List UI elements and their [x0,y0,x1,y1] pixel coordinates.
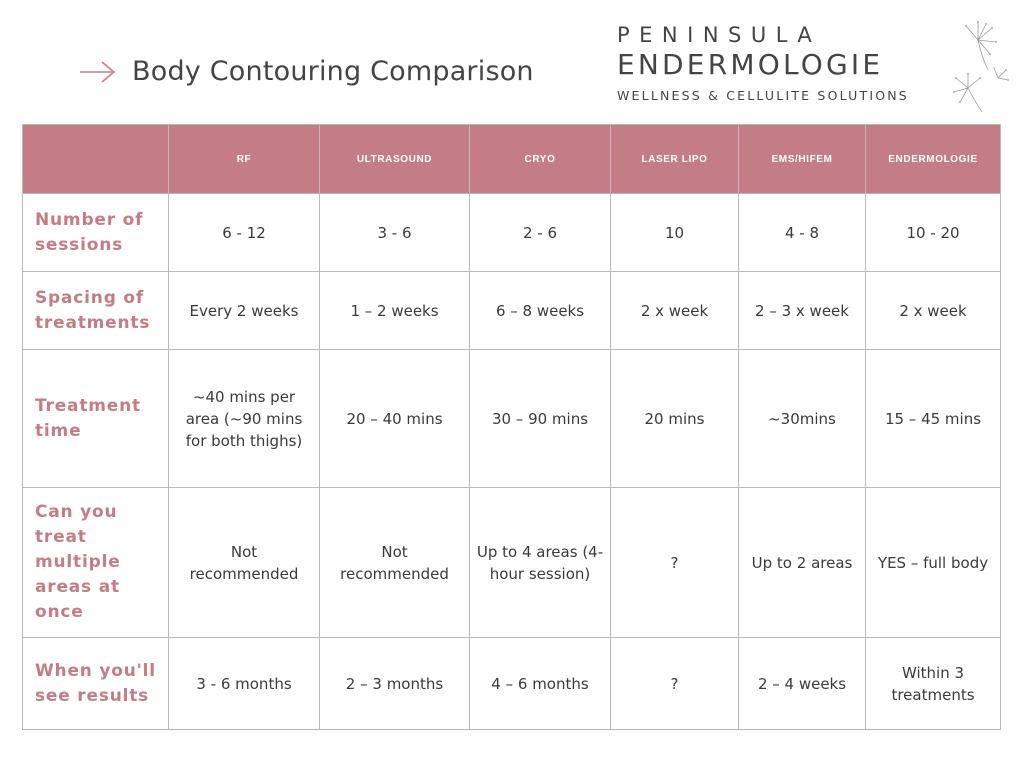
page-header: Body Contouring Comparison PENINSULA END… [0,0,1024,122]
row-label-sessions: Number of sessions [22,193,169,272]
table-cell: 6 - 12 [168,193,320,272]
dandelion-icon [948,18,1012,114]
brand-name-line2: ENDERMOLOGIE [617,48,884,81]
table-cell: 3 - 6 months [168,637,320,730]
brand-name-line1: PENINSULA [617,23,822,47]
table-cell: 30 – 90 mins [469,349,611,488]
row-label-multiple-areas: Can you treat multiple areas at once [22,487,169,638]
header-corner-cell [22,124,169,194]
row-label-spacing: Spacing of treatments [22,271,169,350]
table-row: Spacing of treatments Every 2 weeks 1 – … [22,271,1001,350]
table-cell: 2 – 4 weeks [738,637,866,730]
table-cell: 2 – 3 months [319,637,470,730]
table-cell: 2 – 3 x week [738,271,866,350]
column-header-endermologie: ENDERMOLOGIE [865,124,1001,194]
table-cell: 4 - 8 [738,193,866,272]
table-cell: 10 - 20 [865,193,1001,272]
column-header-ems-hifem: EMS/HIFEM [738,124,866,194]
table-cell: 1 – 2 weeks [319,271,470,350]
table-cell: 2 x week [865,271,1001,350]
table-cell: 3 - 6 [319,193,470,272]
column-header-laser-lipo: LASER LIPO [610,124,739,194]
table-cell: Within 3 treatments [865,637,1001,730]
table-row: Can you treat multiple areas at once Not… [22,487,1001,638]
table-row: Number of sessions 6 - 12 3 - 6 2 - 6 10… [22,193,1001,272]
table-cell: 2 x week [610,271,739,350]
table-cell: 6 – 8 weeks [469,271,611,350]
table-cell: 15 – 45 mins [865,349,1001,488]
table-cell: 4 – 6 months [469,637,611,730]
table-cell: Not recommended [168,487,320,638]
table-row: Treatment time ~40 mins per area (~90 mi… [22,349,1001,488]
table-cell: Not recommended [319,487,470,638]
column-header-cryo: CRYO [469,124,611,194]
table-cell: ? [610,637,739,730]
table-row: When you'll see results 3 - 6 months 2 –… [22,637,1001,730]
row-label-treatment-time: Treatment time [22,349,169,488]
table-cell: 10 [610,193,739,272]
brand-tagline: WELLNESS & CELLULITE SOLUTIONS [617,88,909,103]
comparison-table: RF ULTRASOUND CRYO LASER LIPO EMS/HIFEM … [22,124,1001,730]
column-header-rf: RF [168,124,320,194]
title-group: Body Contouring Comparison [78,56,534,87]
arrow-right-icon [78,60,118,84]
table-cell: YES – full body [865,487,1001,638]
table-cell: ~30mins [738,349,866,488]
table-cell: Up to 2 areas [738,487,866,638]
table-header-row: RF ULTRASOUND CRYO LASER LIPO EMS/HIFEM … [22,124,1001,194]
table-cell: ~40 mins per area (~90 mins for both thi… [168,349,320,488]
table-cell: 20 mins [610,349,739,488]
row-label-results: When you'll see results [22,637,169,730]
table-cell: Up to 4 areas (4-hour session) [469,487,611,638]
brand-logo: PENINSULA ENDERMOLOGIE WELLNESS & CELLUL… [617,22,947,108]
table-cell: ? [610,487,739,638]
page-title: Body Contouring Comparison [132,56,534,87]
column-header-ultrasound: ULTRASOUND [319,124,470,194]
table-cell: Every 2 weeks [168,271,320,350]
table-cell: 20 – 40 mins [319,349,470,488]
table-cell: 2 - 6 [469,193,611,272]
